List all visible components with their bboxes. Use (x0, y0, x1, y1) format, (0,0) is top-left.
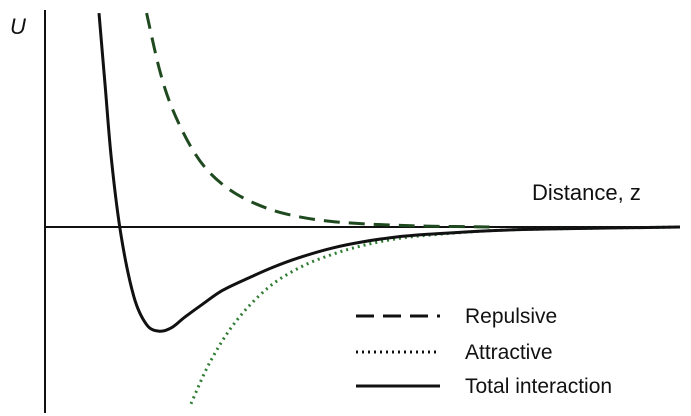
legend-label-total: Total interaction (465, 375, 612, 398)
legend-label-attractive: Attractive (465, 341, 553, 364)
series-layer (97, 12, 681, 405)
legend-label-repulsive: Repulsive (465, 305, 557, 328)
series-repulsive-line (145, 12, 490, 229)
series-total-interaction-line (97, 12, 681, 333)
y-axis-label: U (10, 14, 26, 39)
x-axis-label: Distance, z (532, 180, 641, 205)
legend: Repulsive Attractive Total interaction (356, 305, 612, 398)
